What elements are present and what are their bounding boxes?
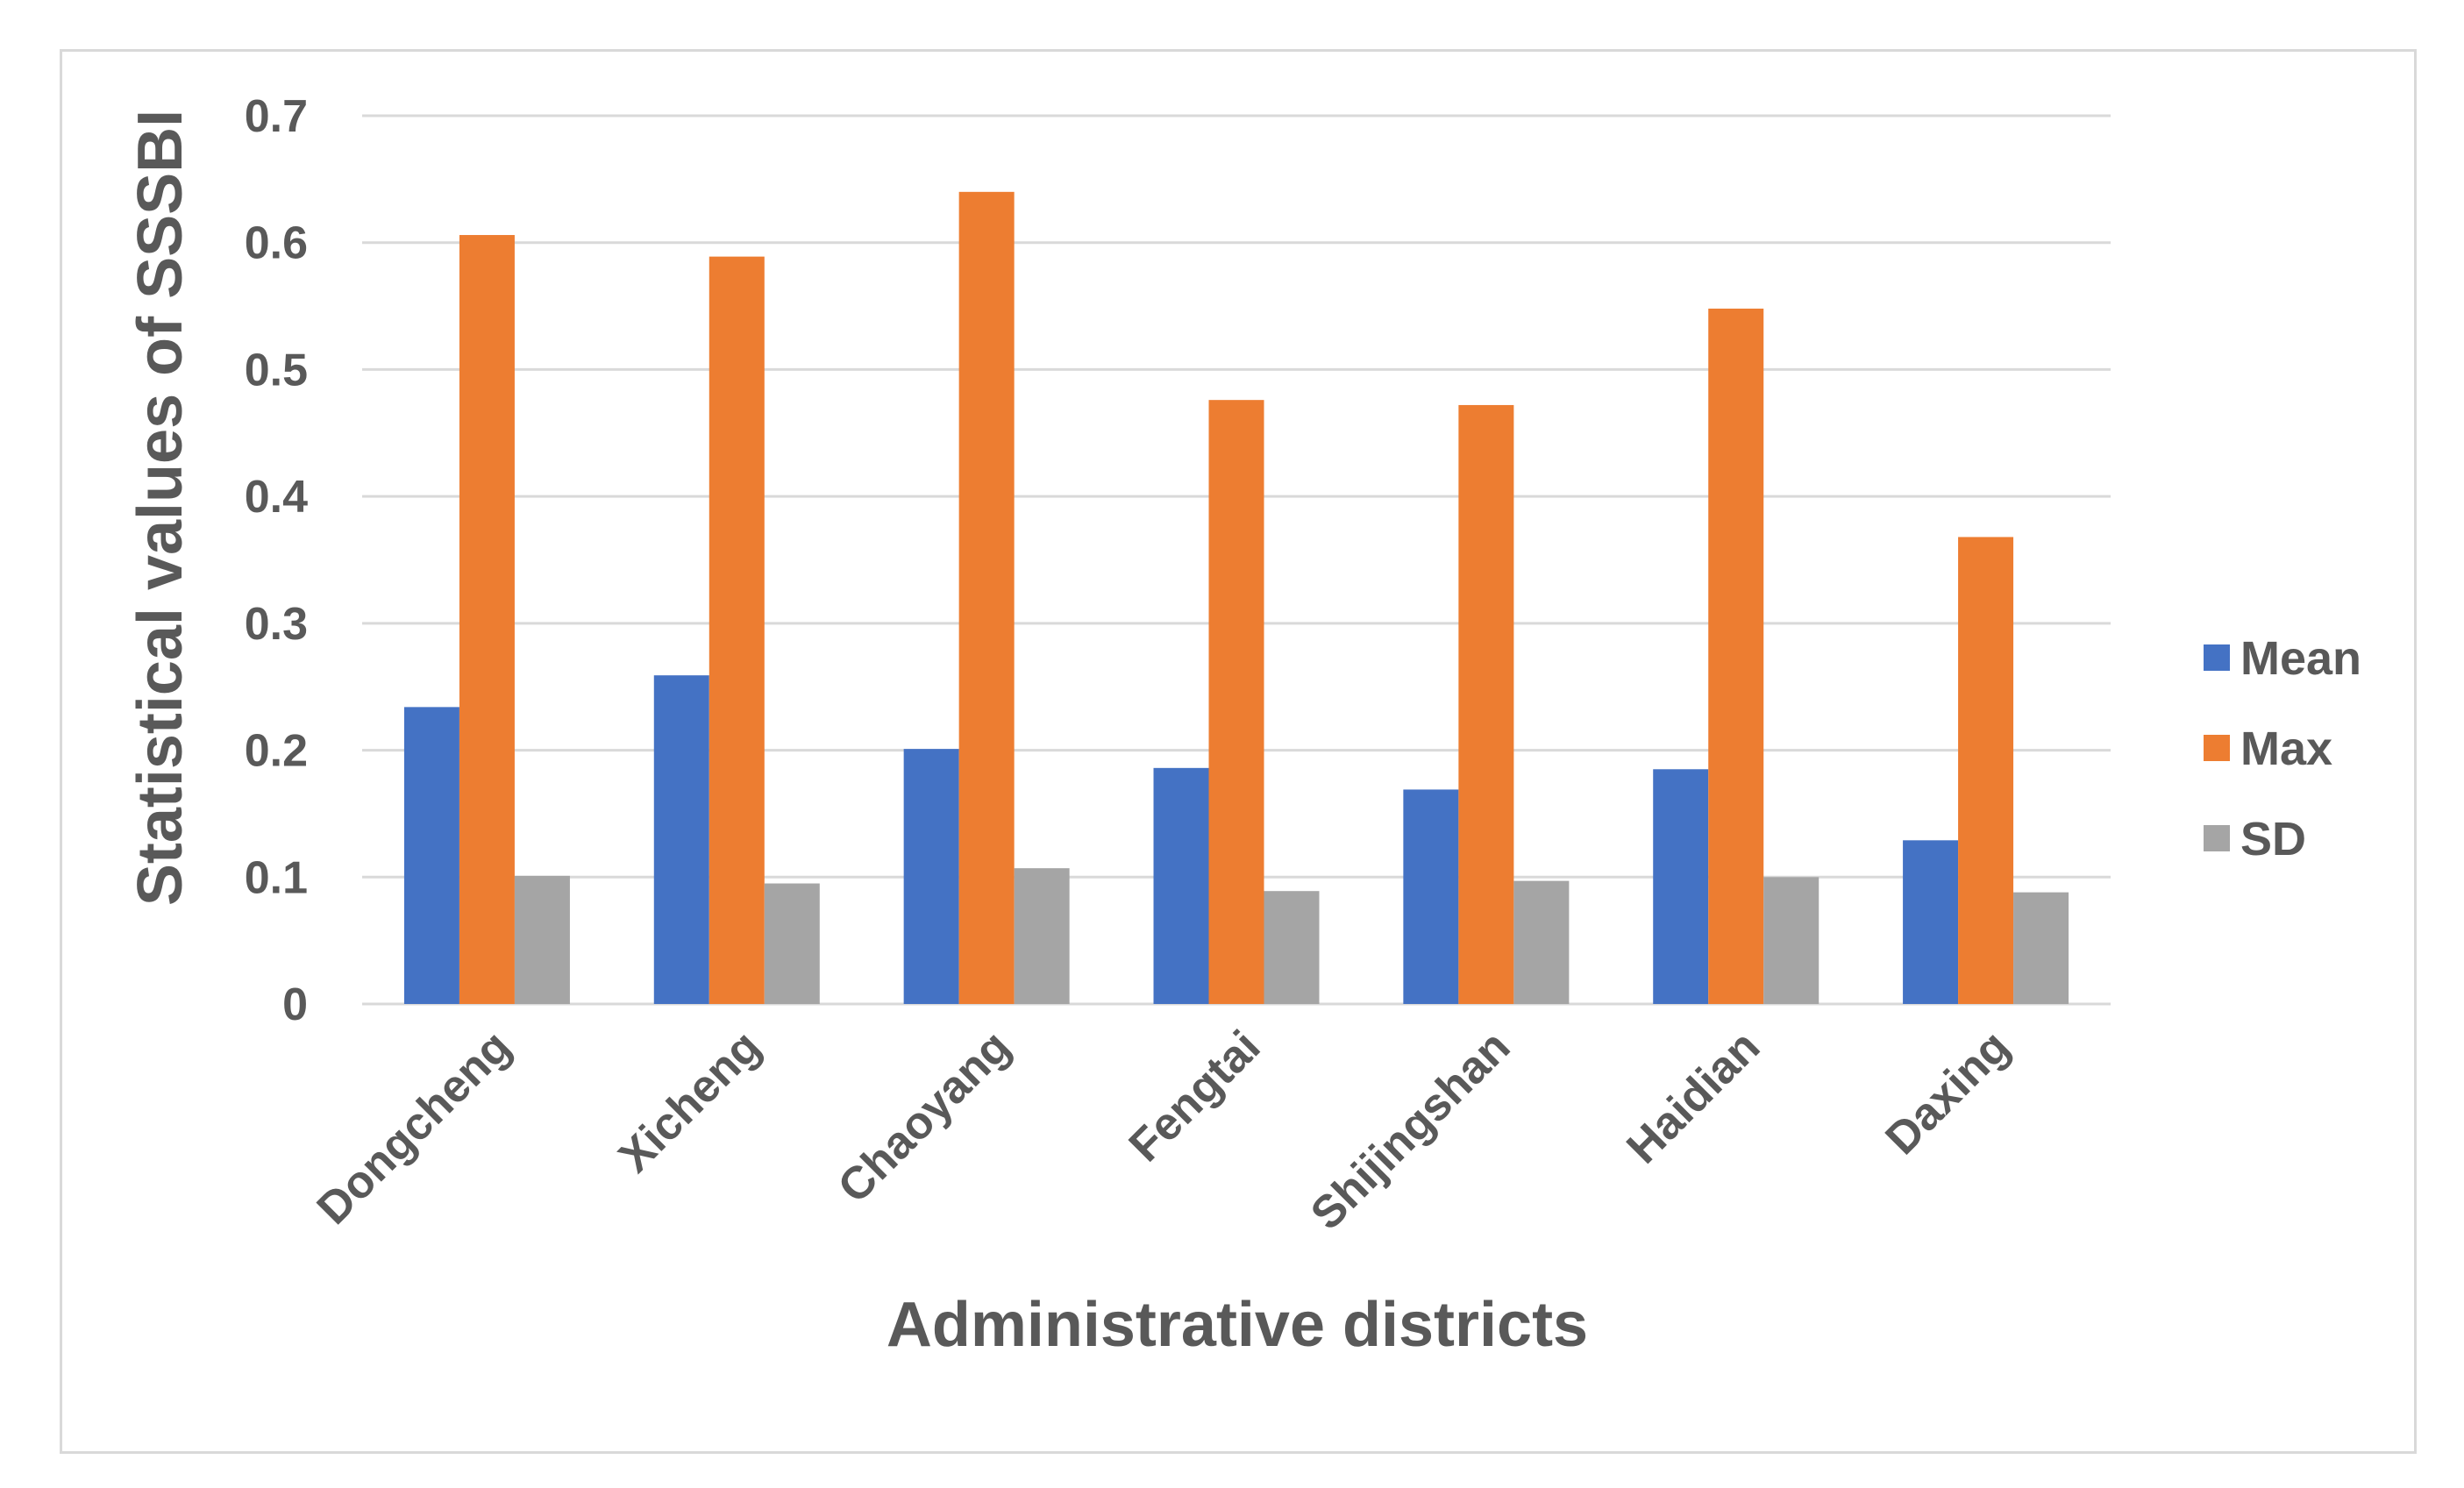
bar-chart: 0 0.1 0.2 0.3 0.4 0.5 0.6 0.7 Dongcheng Xicheng C… (125, 91, 2361, 1360)
x-axis-title: Administrative districts (887, 1290, 1588, 1360)
y-tick-label: 0.5 (245, 345, 308, 395)
bar-max-daxing (1958, 537, 2014, 1004)
y-tick-label: 0.2 (245, 726, 308, 777)
bar-sd-chaoyang (1014, 868, 1070, 1004)
x-category-label: Dongcheng (308, 1021, 521, 1234)
chart-frame: 0 0.1 0.2 0.3 0.4 0.5 0.6 0.7 Dongcheng Xicheng C… (60, 49, 2417, 1454)
y-tick-label: 0.4 (245, 472, 308, 523)
bar-mean-daxing (1903, 840, 1959, 1004)
bar-mean-shijingshan (1403, 789, 1459, 1004)
bar-mean-fengtai (1153, 767, 1209, 1004)
y-tick-label: 0.3 (245, 599, 308, 650)
bar-max-haidian (1708, 308, 1764, 1005)
x-category-label: Shijingshan (1301, 1021, 1520, 1239)
y-tick-label: 0.6 (245, 218, 308, 269)
x-category-label: Xicheng (609, 1021, 771, 1182)
x-category-label: Haidian (1617, 1021, 1770, 1173)
legend-swatch-mean (2204, 644, 2230, 671)
legend: Mean Max SD (2204, 632, 2361, 865)
x-category-label: Daxing (1876, 1021, 2019, 1164)
bar-max-shijingshan (1458, 404, 1514, 1004)
bar-max-xicheng (709, 256, 765, 1004)
legend-swatch-max (2204, 735, 2230, 761)
bar-mean-dongcheng (403, 707, 459, 1004)
bar-max-chaoyang (958, 191, 1015, 1005)
bar-mean-chaoyang (903, 749, 959, 1004)
x-category-label: Chaoyang (829, 1021, 1021, 1213)
x-axis-categories: Dongcheng Xicheng Chaoyang Fengtai Shijingsh… (308, 1021, 2019, 1239)
y-axis-title: Statistical values of SSSBI (125, 110, 196, 906)
y-tick-label: 0 (282, 979, 308, 1030)
legend-swatch-sd (2204, 825, 2230, 851)
bar-sd-xicheng (764, 883, 820, 1004)
bar-sd-fengtai (1264, 891, 1320, 1004)
x-category-label: Fengtai (1120, 1021, 1271, 1171)
bars (403, 191, 2069, 1005)
bar-max-dongcheng (459, 235, 515, 1004)
legend-label-max: Max (2240, 723, 2332, 775)
bar-mean-xicheng (653, 675, 709, 1004)
bar-max-fengtai (1208, 400, 1264, 1004)
bar-mean-haidian (1653, 769, 1709, 1004)
y-tick-label: 0.7 (245, 91, 308, 142)
bar-sd-shijingshan (1513, 880, 1570, 1004)
y-tick-label: 0.1 (245, 852, 308, 903)
bar-sd-haidian (1763, 877, 1820, 1004)
bar-sd-dongcheng (514, 875, 570, 1004)
bar-sd-daxing (2013, 892, 2069, 1004)
legend-label-mean: Mean (2240, 632, 2361, 685)
y-axis-ticks: 0 0.1 0.2 0.3 0.4 0.5 0.6 0.7 (245, 91, 308, 1030)
legend-label-sd: SD (2240, 813, 2306, 865)
